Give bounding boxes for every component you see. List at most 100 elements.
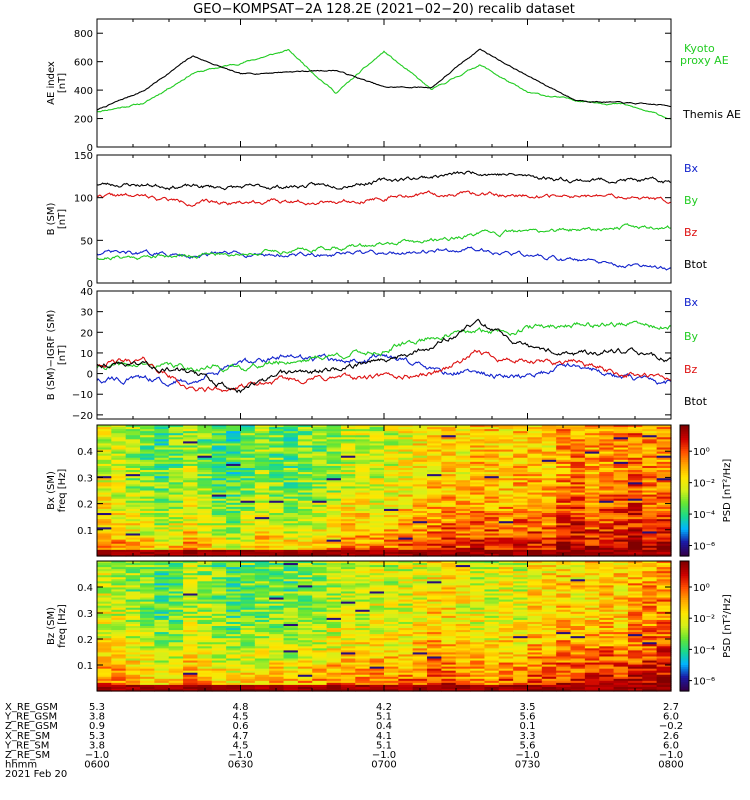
psd-cell: [627, 474, 643, 477]
psd-cell: [384, 646, 399, 649]
psd-cell: [513, 500, 529, 504]
psd-cell: [369, 599, 385, 603]
psd-cell: [642, 437, 658, 440]
psd-cell: [326, 523, 342, 526]
psd-cell: [484, 543, 500, 547]
psd-cell: [297, 603, 313, 607]
psd-cell: [211, 445, 227, 449]
bx-psd-ylabel: freq [Hz]: [57, 469, 68, 513]
psd-cell: [197, 650, 213, 654]
psd-cell: [140, 652, 155, 656]
psd-cell: [484, 565, 500, 568]
psd-cell: [427, 591, 442, 595]
psd-cell: [97, 463, 112, 467]
psd-cell: [556, 461, 572, 465]
psd-cell: [312, 533, 328, 537]
psd-cell: [269, 435, 285, 438]
psd-cell: [441, 498, 457, 502]
psd-cell: [168, 646, 184, 649]
psd-cell: [427, 480, 442, 483]
psd-cell: [455, 465, 471, 469]
psd-cell: [312, 553, 328, 557]
psd-cell: [326, 611, 342, 615]
psd-cell: [412, 658, 428, 662]
psd-cell: [97, 543, 112, 547]
psd-cell: [642, 517, 658, 520]
psd-cell: [312, 494, 328, 498]
psd-cell: [541, 621, 557, 625]
psd-cell: [168, 628, 184, 631]
psd-cell: [398, 565, 414, 568]
psd-cell: [226, 476, 242, 479]
psd-cell: [326, 668, 342, 672]
psd-cell: [642, 470, 658, 473]
psd-cell: [197, 449, 213, 453]
psd-cell: [154, 508, 170, 512]
psd-cell: [369, 451, 385, 455]
colorbar-segment: [680, 453, 689, 457]
psd-cell: [455, 547, 471, 551]
psd-cell: [111, 447, 127, 451]
psd-cell: [441, 573, 457, 576]
psd-cell: [398, 425, 414, 428]
psd-cell: [226, 453, 242, 457]
psd-cell: [556, 652, 572, 656]
psd-cell: [599, 433, 615, 436]
psd-cell: [211, 513, 227, 516]
psd-cell: [140, 480, 155, 483]
psd-cell: [484, 605, 500, 609]
psd-cell: [527, 459, 543, 463]
psd-cell: [154, 457, 170, 461]
psd-cell: [513, 467, 529, 471]
psd-cell: [441, 494, 457, 498]
psd-cell: [326, 577, 342, 580]
psd-cell: [183, 585, 199, 589]
psd-cell: [369, 537, 385, 541]
psd-cell: [498, 506, 514, 510]
psd-cell: [455, 494, 471, 498]
psd-cell: [283, 650, 299, 654]
psd-cell: [541, 575, 557, 578]
psd-cell: [427, 441, 442, 445]
psd-cell: [584, 539, 600, 543]
psd-cell: [441, 676, 457, 680]
psd-cell: [398, 510, 414, 514]
psd-cell: [613, 429, 629, 432]
psd-cell: [154, 638, 170, 641]
psd-cell: [470, 565, 486, 568]
psd-cell: [398, 451, 414, 455]
psd-cell: [111, 605, 127, 609]
psd-cell: [599, 500, 615, 504]
psd-cell: [384, 523, 399, 526]
psd-cell: [427, 443, 442, 447]
psd-cell: [111, 632, 127, 635]
psd-cell: [140, 609, 155, 613]
psd-cell: [340, 461, 356, 465]
psd-cell: [254, 607, 270, 611]
psd-cell: [441, 575, 457, 578]
psd-cell: [599, 451, 615, 455]
psd-cell: [412, 431, 428, 434]
psd-cell: [283, 451, 299, 455]
psd-cell: [297, 660, 313, 664]
psd-cell: [312, 461, 328, 465]
psd-cell: [541, 437, 557, 440]
psd-cell: [197, 533, 213, 537]
psd-cell: [168, 502, 184, 506]
psd-cell: [183, 587, 199, 591]
psd-cell: [513, 561, 529, 564]
psd-cell: [570, 607, 586, 611]
psd-cell: [283, 529, 299, 533]
psd-cell: [283, 676, 299, 680]
psd-cell: [584, 547, 600, 551]
psd-cell: [613, 445, 629, 449]
psd-cell: [326, 492, 342, 496]
psd-cell: [283, 467, 299, 471]
psd-cell: [111, 664, 127, 668]
psd-cell: [369, 465, 385, 469]
psd-cell: [570, 515, 586, 518]
colorbar-segment: [680, 536, 689, 540]
psd-cell: [498, 660, 514, 664]
psd-cell: [283, 654, 299, 658]
psd-cell: [656, 453, 672, 457]
